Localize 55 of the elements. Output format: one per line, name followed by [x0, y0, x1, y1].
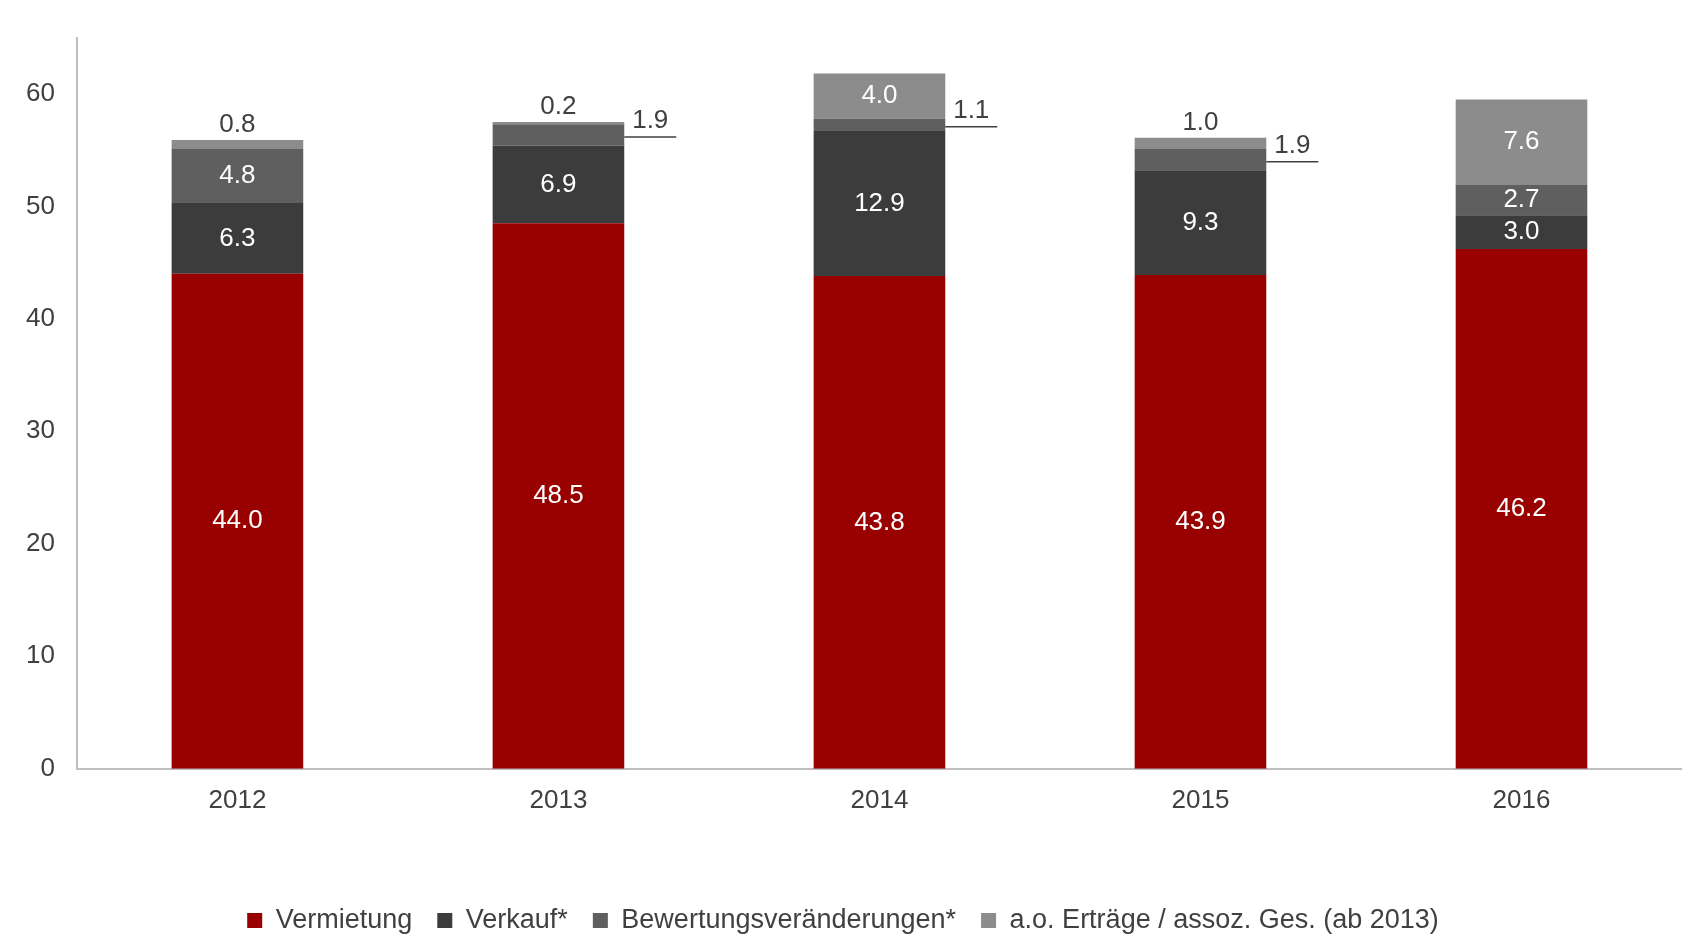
y-tick-label: 40: [26, 302, 55, 332]
x-tick-label: 2013: [529, 783, 588, 814]
data-label: 12.9: [854, 186, 905, 217]
legend-label: Vermietung: [275, 903, 413, 934]
x-tick-label: 2014: [850, 783, 909, 814]
bar: [1134, 274, 1267, 769]
legend-label: Bewertungsveränderungen*: [621, 903, 957, 934]
data-label: 43.9: [1175, 505, 1226, 536]
bar: [1455, 249, 1588, 769]
bar: [813, 276, 946, 769]
legend-label: a.o. Erträge / assoz. Ges. (ab 2013): [1009, 903, 1439, 934]
data-label: 46.2: [1496, 492, 1547, 523]
legend-label: Verkauf*: [465, 903, 569, 934]
bar: [492, 223, 625, 769]
y-tick-label: 50: [26, 189, 55, 220]
y-tick-label: 10: [26, 639, 55, 670]
bar: [1455, 99, 1588, 185]
bar: [1134, 137, 1267, 149]
data-label: 9.3: [1182, 205, 1219, 236]
data-label: 1.9: [632, 104, 669, 135]
bar: [171, 202, 304, 274]
bar: [813, 118, 946, 131]
bar: [171, 139, 304, 149]
x-tick-label: 2015: [1171, 783, 1230, 814]
bar: [492, 145, 625, 224]
bar: [1134, 148, 1267, 171]
data-label: 0.8: [219, 108, 256, 139]
data-label: 3.0: [1503, 215, 1540, 246]
y-tick-label: 20: [26, 526, 55, 557]
data-label: 1.9: [1274, 128, 1311, 159]
y-tick-label: 30: [26, 414, 55, 445]
x-tick-label: 2016: [1492, 783, 1551, 814]
data-label: 4.0: [861, 79, 898, 110]
bar: [1134, 170, 1267, 275]
bar: [171, 273, 304, 769]
data-label: 44.0: [212, 504, 263, 535]
bar: [813, 73, 946, 119]
bar: [1455, 184, 1588, 216]
bar: [1455, 215, 1588, 250]
data-label: 48.5: [533, 479, 584, 510]
y-tick-label: 0: [40, 751, 55, 782]
data-label: 1.0: [1182, 105, 1219, 136]
bar: [813, 130, 946, 277]
data-label: 2.7: [1503, 183, 1540, 214]
data-label: 6.9: [540, 167, 577, 198]
y-tick-label: 60: [26, 77, 55, 108]
data-label: 4.8: [219, 159, 256, 190]
data-label: 43.8: [854, 505, 905, 536]
bar: [492, 124, 625, 146]
data-label: 0.2: [540, 90, 577, 121]
data-label: 1.1: [953, 93, 990, 124]
bar: [171, 148, 304, 203]
x-tick-label: 2012: [208, 783, 267, 814]
data-label: 6.3: [219, 221, 256, 252]
data-label: 7.6: [1503, 125, 1540, 156]
